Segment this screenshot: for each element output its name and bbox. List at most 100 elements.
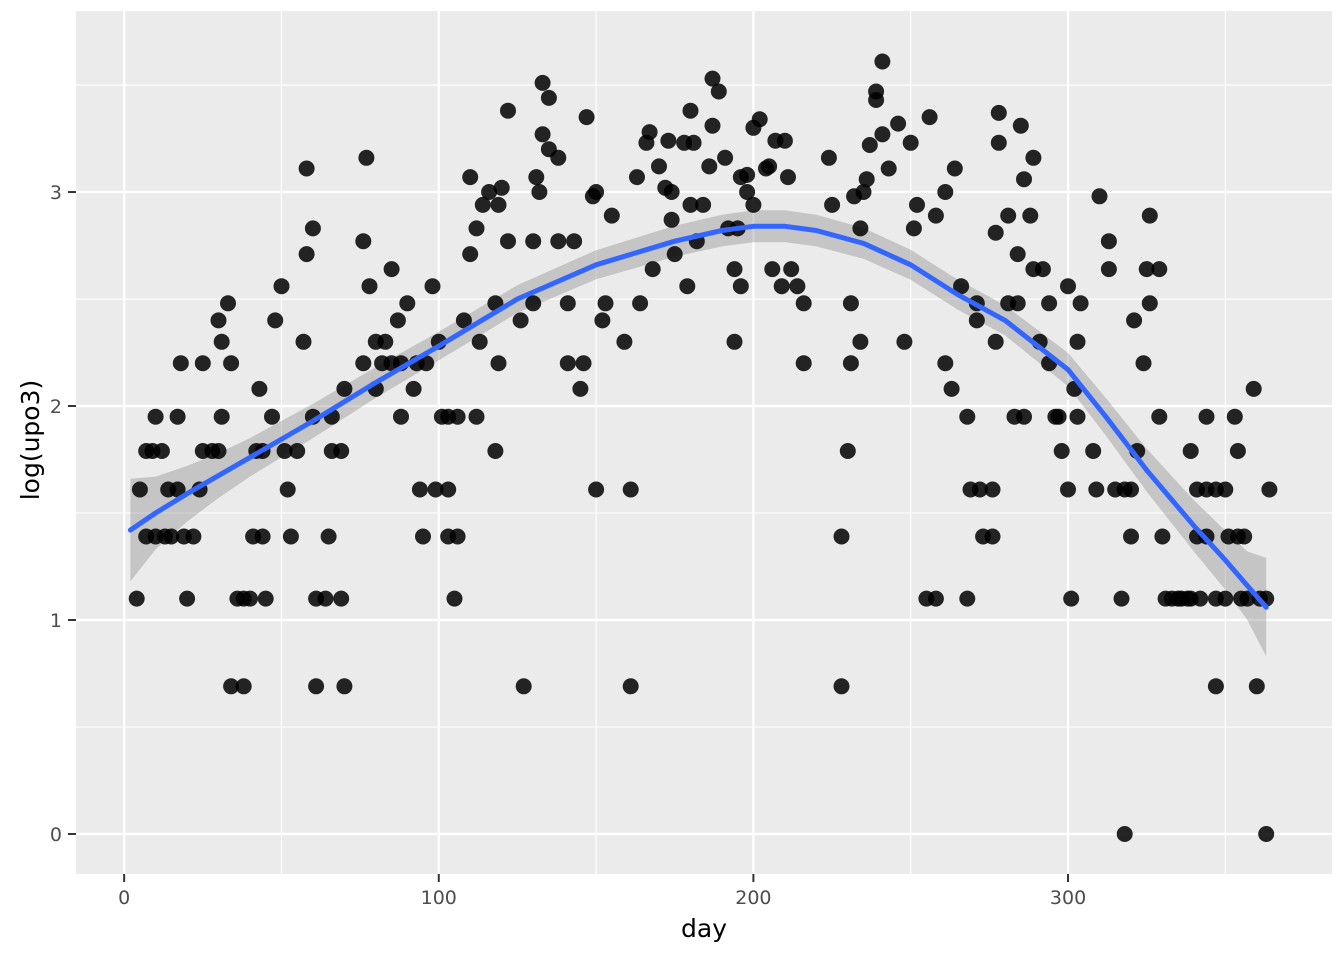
- data-point: [462, 169, 479, 186]
- data-point: [550, 233, 567, 250]
- data-point: [663, 211, 680, 228]
- data-point: [896, 333, 913, 350]
- data-point: [213, 408, 230, 425]
- data-point: [984, 481, 1001, 498]
- data-point: [1123, 481, 1139, 498]
- data-point: [780, 169, 796, 186]
- data-point: [943, 380, 960, 397]
- data-point: [842, 295, 859, 312]
- data-point: [534, 126, 551, 143]
- data-point: [795, 295, 812, 312]
- data-point: [987, 333, 1004, 350]
- data-point: [194, 355, 211, 372]
- data-point: [1060, 481, 1076, 498]
- data-point: [411, 481, 428, 498]
- data-point: [220, 295, 236, 312]
- data-point: [776, 132, 793, 149]
- data-point: [490, 196, 507, 213]
- data-point: [399, 295, 416, 312]
- data-point: [682, 196, 699, 213]
- data-point: [1016, 408, 1032, 425]
- data-point: [446, 590, 463, 607]
- data-point: [550, 149, 567, 166]
- data-point: [440, 481, 457, 498]
- data-point: [298, 160, 315, 177]
- data-point: [185, 528, 202, 545]
- data-point: [710, 83, 727, 100]
- data-point: [852, 333, 869, 350]
- data-point: [726, 261, 743, 278]
- y-axis-tick-label: 0: [50, 824, 62, 846]
- data-point: [333, 443, 350, 459]
- data-point: [739, 184, 756, 200]
- axis-ticks: [68, 191, 1070, 882]
- data-point: [946, 160, 963, 177]
- data-point: [927, 590, 944, 607]
- data-point: [468, 408, 485, 425]
- data-point: [622, 678, 639, 695]
- data-point: [701, 158, 718, 175]
- data-point: [355, 355, 372, 372]
- data-point: [1135, 355, 1152, 372]
- data-point: [1248, 678, 1265, 695]
- data-point: [927, 207, 944, 224]
- data-point: [1261, 481, 1278, 498]
- major-gridlines: [76, 11, 1332, 874]
- data-point: [1009, 246, 1026, 263]
- data-point: [921, 109, 938, 126]
- data-point: [1016, 171, 1032, 188]
- data-point: [481, 184, 498, 200]
- data-point: [525, 295, 542, 312]
- data-point: [990, 134, 1007, 151]
- data-point: [418, 355, 435, 372]
- data-point: [1192, 590, 1209, 607]
- y-axis-tick-label: 1: [50, 610, 62, 632]
- data-point: [1217, 481, 1234, 498]
- data-point: [1258, 826, 1275, 842]
- data-point: [1151, 261, 1168, 278]
- data-point: [471, 333, 488, 350]
- data-point: [839, 443, 856, 459]
- data-point: [1141, 207, 1158, 224]
- data-point: [131, 481, 148, 498]
- data-point: [717, 149, 734, 166]
- data-point: [304, 220, 321, 237]
- data-point: [490, 355, 507, 372]
- y-axis-title: log(upo3): [16, 379, 45, 501]
- data-point: [210, 312, 227, 329]
- data-point: [405, 380, 422, 397]
- data-point: [959, 408, 976, 425]
- data-point: [355, 233, 372, 250]
- data-point: [732, 278, 749, 295]
- data-point: [559, 355, 576, 372]
- data-point: [902, 134, 919, 151]
- data-point: [651, 158, 667, 175]
- x-axis-tick-label: 200: [735, 887, 771, 909]
- data-point: [320, 528, 337, 545]
- data-point: [254, 528, 271, 545]
- data-point: [704, 70, 721, 87]
- data-point: [789, 278, 806, 295]
- data-point: [474, 196, 491, 213]
- data-point: [1069, 333, 1086, 350]
- data-point: [905, 220, 922, 237]
- data-point: [641, 124, 658, 141]
- data-point: [264, 408, 280, 425]
- data-point: [1217, 590, 1234, 607]
- data-point: [276, 443, 293, 459]
- data-point: [1126, 312, 1143, 329]
- data-point: [987, 224, 1004, 241]
- data-point: [1154, 528, 1171, 545]
- data-point: [874, 53, 891, 70]
- data-point: [1100, 233, 1117, 250]
- data-point: [855, 184, 872, 200]
- data-point: [629, 169, 645, 186]
- data-point: [603, 207, 620, 224]
- data-point: [128, 590, 145, 607]
- data-point: [424, 278, 441, 295]
- data-point: [959, 590, 976, 607]
- data-point: [695, 196, 712, 213]
- data-point: [179, 590, 196, 607]
- data-point: [1182, 443, 1199, 459]
- data-point: [1060, 278, 1076, 295]
